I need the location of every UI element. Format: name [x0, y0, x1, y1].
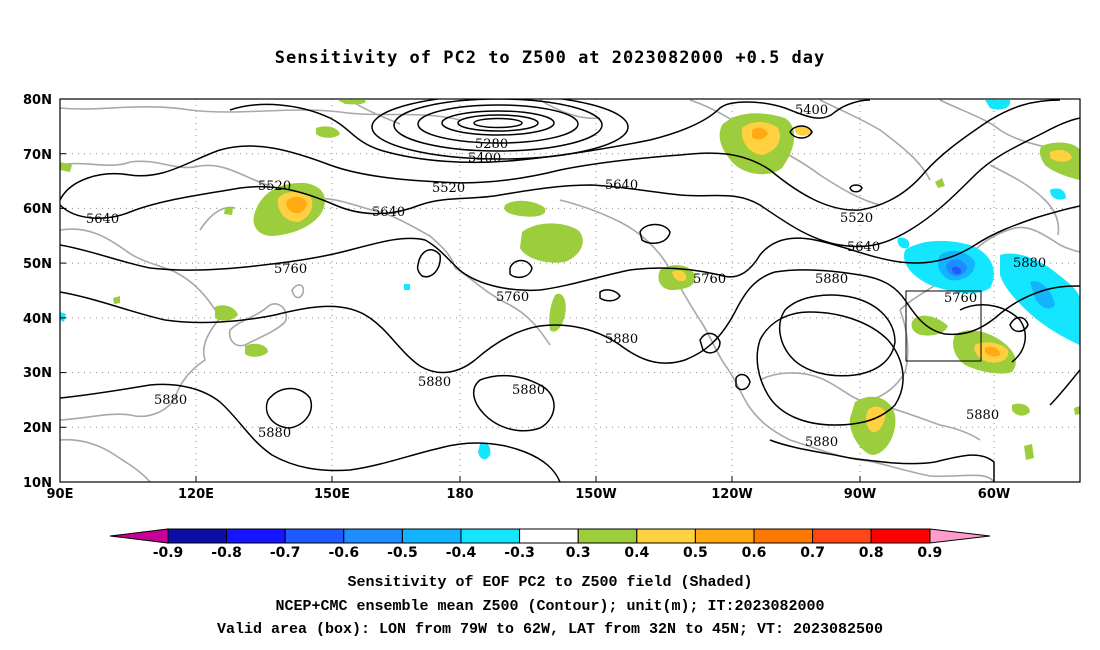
caption-valid-area: Valid area (box): LON from 79W to 62W, L… [216, 621, 884, 638]
colorbar [109, 528, 991, 544]
colorbar-label: 0.8 [859, 545, 884, 561]
contour-label: 5400 [468, 151, 501, 166]
colorbar-label: -0.3 [504, 545, 535, 561]
colorbar-cell [753, 528, 814, 544]
contour-label: 5880 [1013, 256, 1046, 271]
chart-title: Sensitivity of PC2 to Z500 at 2023082000… [274, 48, 826, 68]
contour-label: 5760 [496, 290, 529, 305]
contour-label: 5880 [805, 435, 838, 450]
contour-label: 5280 [475, 137, 508, 152]
colorbar-label: 0.9 [917, 545, 942, 561]
valid-area-box [905, 290, 982, 362]
colorbar-cell [812, 528, 872, 544]
colorbar-label: 0.3 [566, 545, 591, 561]
colorbar-cell [577, 528, 638, 544]
contour-label: 5880 [154, 393, 187, 408]
lat-label: 20N [23, 421, 52, 436]
contour-label: 5880 [512, 383, 545, 398]
contour-label: 5640 [372, 205, 405, 220]
colorbar-cell [694, 528, 755, 544]
colorbar-label: 0.5 [683, 545, 708, 561]
contour-label: 5880 [258, 426, 291, 441]
contour-label: 5520 [432, 181, 465, 196]
colorbar-cell [226, 528, 286, 544]
colorbar-cell [167, 528, 228, 544]
colorbar-cell [284, 528, 345, 544]
lat-label: 10N [23, 476, 52, 491]
longitude-labels: 90E 120E 150E 180 150W 120W 90W 60W [47, 487, 1011, 502]
lon-label: 90E [47, 487, 74, 502]
colorbar-cell [519, 528, 579, 544]
colorbar-label: -0.8 [211, 545, 242, 561]
contour-label: 5640 [86, 212, 119, 227]
lat-label: 60N [23, 202, 52, 217]
colorbar-labels: -0.9 -0.8 -0.7 -0.6 -0.5 -0.4 -0.3 0.3 0.4 0.5 0.6… [153, 545, 943, 561]
colorbar-label: -0.5 [387, 545, 418, 561]
lat-label: 50N [23, 257, 52, 272]
lat-label: 80N [23, 93, 52, 108]
contour-label: 5880 [418, 375, 451, 390]
contour-label: 5760 [944, 291, 977, 306]
colorbar-cell [401, 528, 462, 544]
contour-label: 5760 [274, 262, 307, 277]
contour-labels: 5280 5400 5400 5520 5520 5520 5640 5640 … [86, 103, 1046, 450]
colorbar-label: 0.6 [742, 545, 767, 561]
contour-label: 5880 [815, 272, 848, 287]
lat-label: 30N [23, 366, 52, 381]
colorbar-high-triangle [929, 528, 991, 544]
lon-label: 60W [978, 487, 1010, 502]
colorbar-label: -0.9 [153, 545, 184, 561]
colorbar-cell [870, 528, 931, 544]
colorbar-label: -0.7 [270, 545, 301, 561]
contour-label: 5880 [605, 332, 638, 347]
colorbar-label: 0.7 [800, 545, 825, 561]
contour-label: 5880 [966, 408, 999, 423]
coastlines [60, 99, 1080, 482]
colorbar-label: 0.4 [624, 545, 649, 561]
contour-label: 5760 [693, 272, 726, 287]
caption-shading: Sensitivity of EOF PC2 to Z500 field (Sh… [347, 574, 753, 591]
colorbar-cell [460, 528, 521, 544]
contour-label: 5640 [605, 178, 638, 193]
contour-label: 5520 [840, 211, 873, 226]
latitude-labels: 80N 70N 60N 50N 40N 30N 20N 10N [23, 93, 52, 491]
colorbar-cell [343, 528, 403, 544]
colorbar-low-triangle [109, 528, 169, 544]
contour-label: 5640 [847, 240, 880, 255]
z500-contours [60, 99, 1080, 482]
sensitivity-shading [60, 100, 1080, 460]
colorbar-label: -0.4 [446, 545, 477, 561]
contour-label: 5400 [795, 103, 828, 118]
lon-label: 90W [844, 487, 876, 502]
lat-label: 40N [23, 312, 52, 327]
lon-label: 120E [178, 487, 214, 502]
colorbar-label: -0.6 [328, 545, 359, 561]
lat-label: 70N [23, 148, 52, 163]
tick-marks [60, 98, 995, 482]
contour-label: 5520 [258, 179, 291, 194]
lon-label: 180 [446, 487, 473, 502]
lon-label: 120W [711, 487, 752, 502]
lon-label: 150E [314, 487, 350, 502]
caption-contour: NCEP+CMC ensemble mean Z500 (Contour); u… [275, 598, 825, 615]
map-frame [59, 98, 1081, 483]
lon-label: 150W [575, 487, 616, 502]
colorbar-cell [636, 528, 696, 544]
